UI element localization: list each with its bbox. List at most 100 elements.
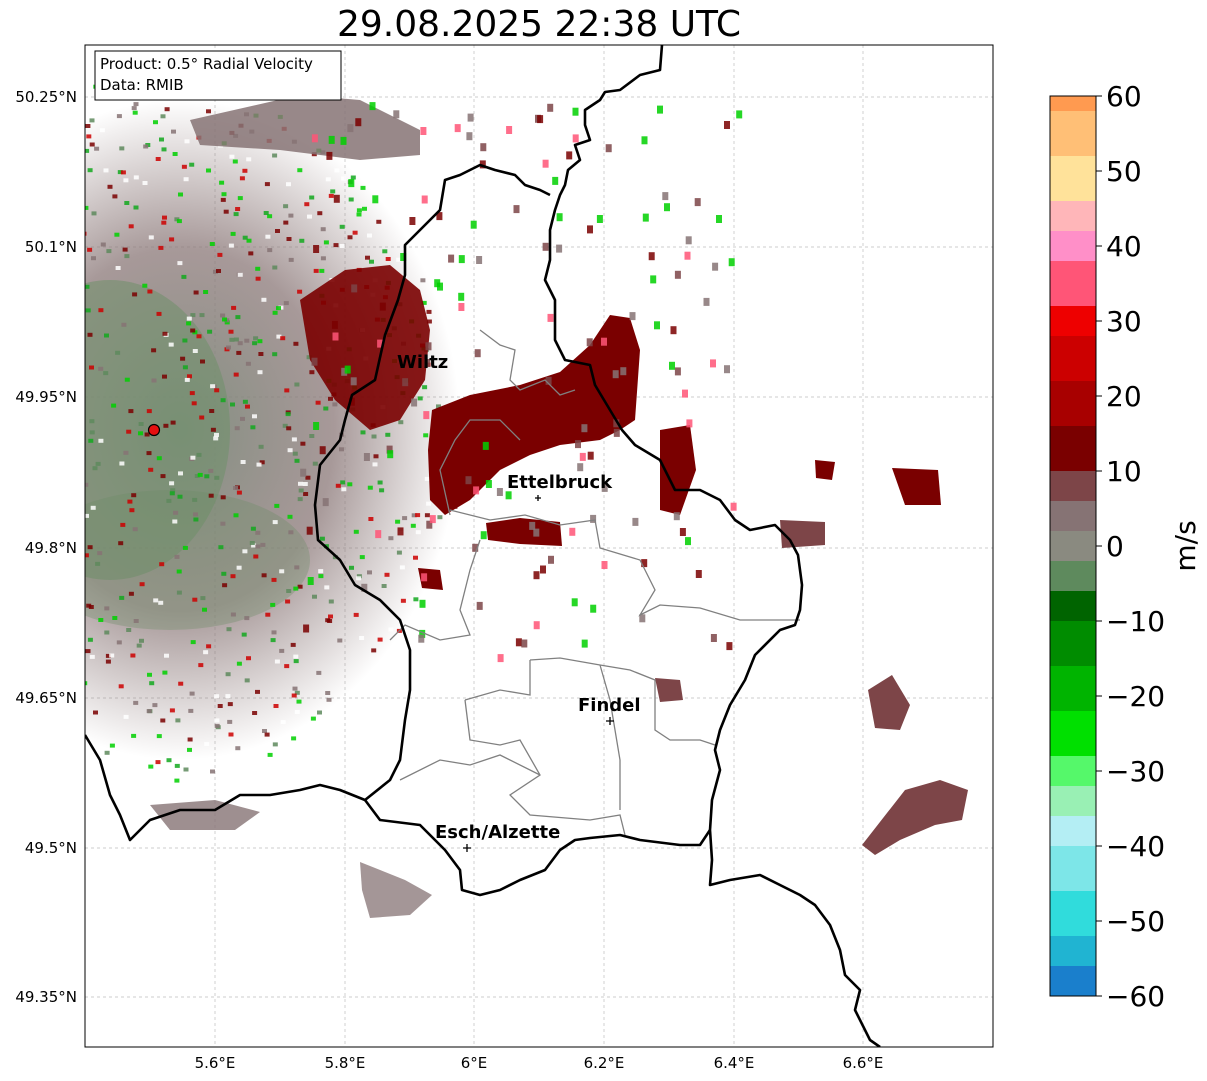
colorbar-band [1050,591,1096,607]
city-marker-ettelbruck [535,495,541,501]
colorbar-band [1050,861,1096,877]
colorbar-band [1050,531,1096,547]
colorbar-band [1050,321,1096,337]
colorbar-band [1050,906,1096,922]
echo-neutral-southeast-b [862,780,968,855]
radar-site-marker [147,423,161,437]
echo-outbound-far-east-b [815,460,835,480]
colorbar-band [1050,606,1096,622]
colorbar-band [1050,831,1096,847]
info-data-source: Data: RMIB [100,76,184,94]
colorbar-band [1050,726,1096,742]
colorbar-band [1050,801,1096,817]
colorbar-band [1050,966,1096,982]
map-title: 29.08.2025 22:38 UTC [336,4,742,45]
colorbar-band [1050,516,1096,532]
colorbar-tick-label: 0 [1106,530,1124,563]
lat-tick-label: 49.5°N [25,839,77,857]
colorbar-band [1050,126,1096,142]
colorbar-band [1050,411,1096,427]
colorbar-band [1050,111,1096,127]
colorbar-band [1050,456,1096,472]
colorbar-band [1050,816,1096,832]
colorbar-band [1050,741,1096,757]
colorbar-band [1050,756,1096,772]
colorbar-band [1050,576,1096,592]
echo-neutral-south [360,862,432,918]
colorbar-band [1050,156,1096,172]
city-label-wiltz: Wiltz [397,352,448,373]
colorbar-band [1050,771,1096,787]
city-label-ettelbruck: Ettelbruck [507,472,613,493]
lat-tick-label: 49.35°N [15,988,77,1006]
colorbar-band [1050,891,1096,907]
colorbar-band [1050,381,1096,397]
lat-tick-label: 50.1°N [25,238,77,256]
colorbar-band [1050,501,1096,517]
lon-tick-label: 5.6°E [195,1054,236,1072]
info-product: Product: 0.5° Radial Velocity [100,55,313,73]
colorbar-band [1050,921,1096,937]
lon-tick-label: 6.4°E [714,1054,755,1072]
colorbar-band [1050,651,1096,667]
echo-neutral-southeast-a [868,675,910,730]
colorbar-band [1050,786,1096,802]
colorbar-band [1050,546,1096,562]
lat-tick-label: 49.95°N [15,388,77,406]
colorbar-band [1050,846,1096,862]
admin-boundaries [389,329,800,836]
colorbar-band [1050,561,1096,577]
colorbar-band [1050,711,1096,727]
colorbar-tick-label: −50 [1106,905,1165,938]
colorbar-tick-label: 40 [1106,230,1142,263]
echo-outbound-east [660,425,696,515]
colorbar-band [1050,336,1096,352]
colorbar-band [1050,681,1096,697]
lon-tick-label: 5.8°E [325,1054,366,1072]
echo-neutral-findel [655,678,683,702]
city-marker-esch [463,844,471,852]
echo-neutral-east [780,520,825,548]
lon-tick-label: 6.2°E [584,1054,625,1072]
colorbar-band [1050,696,1096,712]
echo-outbound-wiltz [300,265,430,430]
colorbar-tick-label: 10 [1106,455,1142,488]
colorbar-band [1050,171,1096,187]
colorbar-tick-label: 20 [1106,380,1142,413]
colorbar-unit-label: m/s [1169,520,1202,571]
colorbar-band [1050,636,1096,652]
lat-tick-label: 49.65°N [15,689,77,707]
echo-neutral-north [190,95,420,160]
colorbar-band [1050,441,1096,457]
colorbar-band [1050,306,1096,322]
colorbar-band [1050,486,1096,502]
colorbar-tick-label: 60 [1106,80,1142,113]
colorbar-band [1050,666,1096,682]
city-label-esch: Esch/Alzette [435,822,560,843]
colorbar-band [1050,981,1096,997]
colorbar-band [1050,936,1096,952]
colorbar-tick-label: −40 [1106,830,1165,863]
colorbar-band [1050,876,1096,892]
colorbar-tick-label: 50 [1106,155,1142,188]
colorbar-band [1050,201,1096,217]
colorbar-band [1050,366,1096,382]
colorbar-band [1050,96,1096,112]
colorbar-band [1050,426,1096,442]
lon-tick-label: 6°E [461,1054,488,1072]
product-info-box: Product: 0.5° Radial Velocity Data: RMIB [94,50,342,101]
lat-tick-label: 49.8°N [25,539,77,557]
colorbar-tick-label: −10 [1106,605,1165,638]
colorbar-band [1050,216,1096,232]
colorbar-tick-label: 30 [1106,305,1142,338]
colorbar-band [1050,246,1096,262]
colorbar-band [1050,621,1096,637]
lat-tick-label: 50.25°N [15,88,77,106]
colorbar-band [1050,351,1096,367]
colorbar-band [1050,231,1096,247]
colorbar-tick-label: −30 [1106,755,1165,788]
echo-neutral-southwest [150,800,260,830]
city-marker-findel [606,717,614,725]
colorbar-band [1050,141,1096,157]
